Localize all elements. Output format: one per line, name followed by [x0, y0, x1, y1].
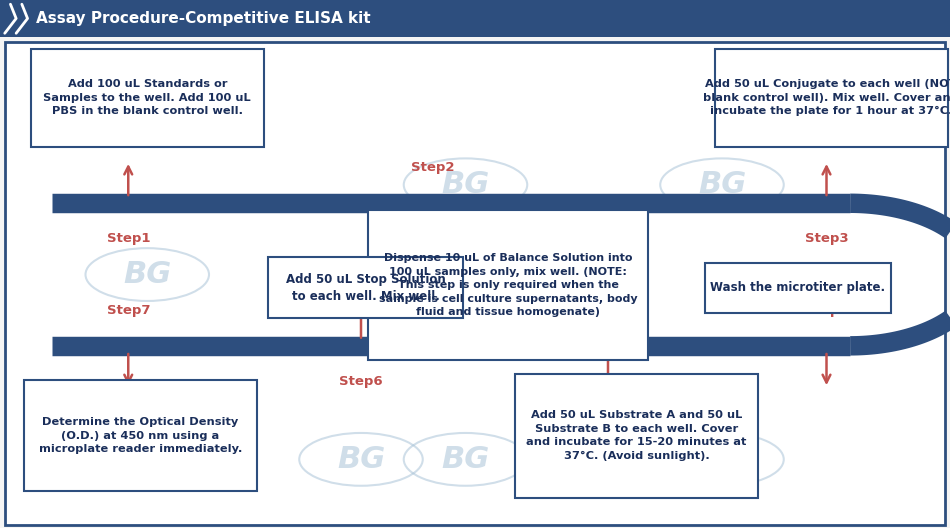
Text: Step2: Step2: [410, 161, 454, 174]
FancyBboxPatch shape: [268, 258, 464, 318]
Text: BG: BG: [442, 171, 489, 199]
FancyBboxPatch shape: [516, 374, 758, 497]
Bar: [0, 0, 950, 37]
Text: BG: BG: [337, 445, 385, 474]
FancyBboxPatch shape: [714, 49, 947, 147]
FancyBboxPatch shape: [705, 262, 891, 313]
Text: Add 50 uL Stop Solution
to each well. Mix well.: Add 50 uL Stop Solution to each well. Mi…: [286, 272, 446, 303]
Text: BG: BG: [124, 260, 171, 289]
FancyBboxPatch shape: [25, 380, 256, 491]
Text: Add 50 uL Conjugate to each well (NOT
blank control well). Mix well. Cover and
i: Add 50 uL Conjugate to each well (NOT bl…: [703, 79, 950, 116]
Polygon shape: [0, 0, 432, 37]
Text: Step3: Step3: [805, 232, 848, 246]
Text: Step4: Step4: [805, 304, 848, 317]
Text: Add 100 uL Standards or
Samples to the well. Add 100 uL
PBS in the blank control: Add 100 uL Standards or Samples to the w…: [44, 79, 251, 116]
FancyBboxPatch shape: [5, 42, 945, 525]
Text: Step1: Step1: [106, 232, 150, 246]
Text: BG: BG: [698, 171, 746, 199]
Text: Determine the Optical Density
(O.D.) at 450 nm using a
microplate reader immedia: Determine the Optical Density (O.D.) at …: [39, 417, 242, 454]
Text: BG: BG: [442, 445, 489, 474]
Text: Step6: Step6: [339, 375, 383, 388]
FancyBboxPatch shape: [369, 210, 649, 360]
Text: Add 50 uL Substrate A and 50 uL
Substrate B to each well. Cover
and incubate for: Add 50 uL Substrate A and 50 uL Substrat…: [526, 410, 747, 461]
Text: Wash the microtiter plate.: Wash the microtiter plate.: [711, 281, 885, 294]
Text: Assay Procedure-Competitive ELISA kit: Assay Procedure-Competitive ELISA kit: [36, 11, 371, 26]
Text: Step5: Step5: [586, 304, 630, 317]
Text: Step7: Step7: [106, 304, 150, 317]
FancyBboxPatch shape: [31, 49, 263, 147]
Text: Dispense 10 uL of Balance Solution into
100 uL samples only, mix well. (NOTE:
Th: Dispense 10 uL of Balance Solution into …: [379, 253, 637, 317]
Text: BG: BG: [698, 445, 746, 474]
